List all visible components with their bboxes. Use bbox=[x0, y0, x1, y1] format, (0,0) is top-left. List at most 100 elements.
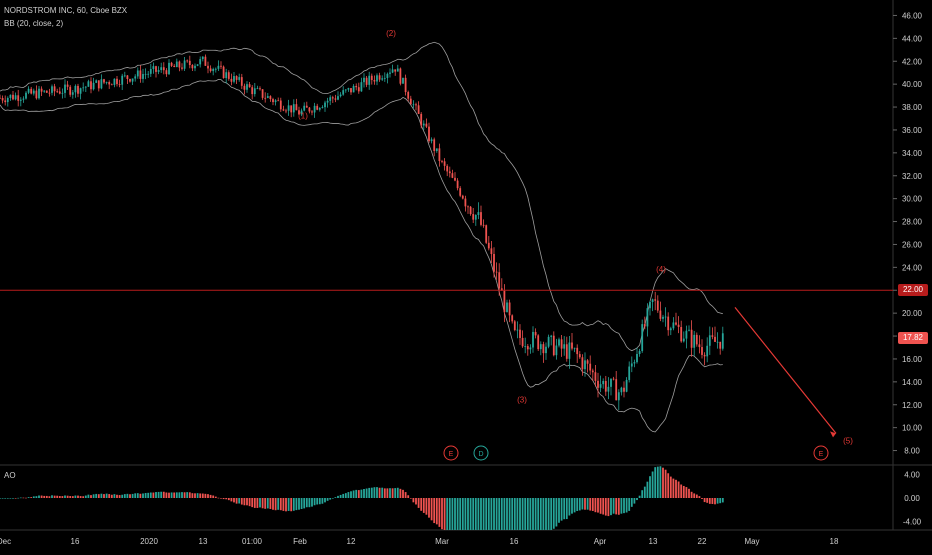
ao-bar bbox=[404, 492, 407, 498]
ao-bar bbox=[591, 498, 594, 511]
x-tick-label: Apr bbox=[594, 537, 607, 546]
candle-body bbox=[586, 360, 589, 364]
candle-body bbox=[435, 148, 438, 152]
candle-body bbox=[664, 316, 667, 318]
ao-bar bbox=[532, 498, 534, 530]
candle-body bbox=[630, 363, 633, 367]
candle-body bbox=[134, 76, 137, 79]
grid bbox=[0, 0, 932, 531]
ao-bar bbox=[188, 492, 191, 498]
candle-body bbox=[383, 77, 386, 79]
ao-bar bbox=[292, 498, 295, 511]
candle-body bbox=[222, 66, 225, 79]
ao-bar bbox=[4, 498, 7, 499]
candle-body bbox=[495, 271, 498, 273]
ao-bar bbox=[594, 498, 597, 513]
y-tick-label: 44.00 bbox=[902, 34, 923, 43]
event-marker-label: E bbox=[449, 451, 454, 458]
ao-bar bbox=[214, 496, 217, 498]
candle-body bbox=[352, 85, 355, 93]
ao-bar bbox=[651, 471, 654, 498]
ao-bar bbox=[550, 498, 553, 530]
ao-bar bbox=[620, 498, 623, 514]
candle-body bbox=[422, 123, 425, 126]
candle-body bbox=[628, 366, 631, 380]
ao-bar bbox=[597, 498, 599, 513]
candle-body bbox=[381, 78, 384, 80]
ao-bar bbox=[6, 498, 9, 499]
ao-bar bbox=[350, 491, 352, 498]
ao-bar bbox=[152, 492, 155, 498]
ao-bar bbox=[547, 498, 550, 530]
candle-body bbox=[253, 88, 256, 95]
ao-bar bbox=[12, 498, 14, 499]
candle-body bbox=[552, 335, 555, 356]
ao-bar bbox=[209, 494, 212, 498]
candle-body bbox=[386, 73, 389, 78]
ao-bar bbox=[92, 494, 95, 498]
ao-bar bbox=[82, 496, 85, 498]
x-tick-label: May bbox=[744, 537, 759, 546]
bollinger-bands bbox=[0, 41, 723, 433]
ao-bar bbox=[225, 498, 228, 500]
ao-bar bbox=[643, 486, 646, 498]
ao-bar bbox=[399, 488, 402, 498]
ao-bar bbox=[417, 498, 420, 508]
ao-bar bbox=[612, 498, 615, 514]
candle-body bbox=[45, 90, 48, 93]
ao-bar bbox=[654, 467, 657, 498]
candle-body bbox=[407, 92, 410, 99]
candle-body bbox=[425, 123, 428, 127]
ao-bar bbox=[339, 494, 342, 498]
x-tick-label: Feb bbox=[293, 537, 307, 546]
candle-body bbox=[316, 105, 319, 110]
candle-body bbox=[14, 95, 17, 100]
candle-body bbox=[152, 66, 155, 70]
candle-body bbox=[698, 344, 701, 348]
candle-body bbox=[685, 330, 688, 339]
candle-body bbox=[649, 301, 651, 309]
candle-body bbox=[66, 84, 69, 87]
ao-bar bbox=[430, 498, 433, 521]
candle-body bbox=[214, 68, 217, 70]
ao-bar bbox=[675, 479, 677, 498]
candle-body bbox=[659, 310, 662, 319]
candle-body bbox=[370, 75, 373, 81]
candle-body bbox=[565, 344, 568, 359]
candle-body bbox=[126, 75, 129, 79]
candle-body bbox=[217, 65, 220, 69]
ao-bar bbox=[14, 498, 17, 499]
event-marker-circle bbox=[813, 445, 829, 461]
candle-body bbox=[142, 74, 144, 79]
ao-bar bbox=[66, 495, 69, 498]
candle-body bbox=[591, 370, 594, 373]
candle-body bbox=[376, 75, 378, 82]
candle-body bbox=[357, 87, 360, 92]
osc-tick-label: -4.00 bbox=[903, 517, 922, 526]
x-tick-label: 16 bbox=[510, 537, 519, 546]
ao-bar bbox=[370, 487, 373, 498]
x-tick-label: 2020 bbox=[140, 537, 158, 546]
candle-body bbox=[243, 85, 246, 90]
ao-bar bbox=[191, 493, 194, 498]
y-tick-label: 30.00 bbox=[902, 195, 923, 204]
y-tick-label: 40.00 bbox=[902, 80, 923, 89]
candle-body bbox=[511, 315, 514, 322]
ao-bar bbox=[344, 493, 347, 498]
candle-body bbox=[311, 111, 313, 113]
ao-bar bbox=[558, 498, 560, 523]
ao-bar bbox=[74, 495, 77, 498]
ao-bar bbox=[506, 498, 508, 530]
ao-bar bbox=[116, 494, 118, 498]
ao-bar bbox=[615, 498, 618, 515]
ao-bar bbox=[586, 498, 589, 510]
y-tick-label: 14.00 bbox=[902, 378, 923, 387]
ao-bar bbox=[248, 498, 251, 507]
ao-bar bbox=[714, 498, 716, 505]
ao-bar bbox=[604, 498, 607, 516]
candle-body bbox=[459, 188, 462, 196]
candle-body bbox=[9, 94, 12, 98]
ao-bar bbox=[51, 495, 53, 498]
